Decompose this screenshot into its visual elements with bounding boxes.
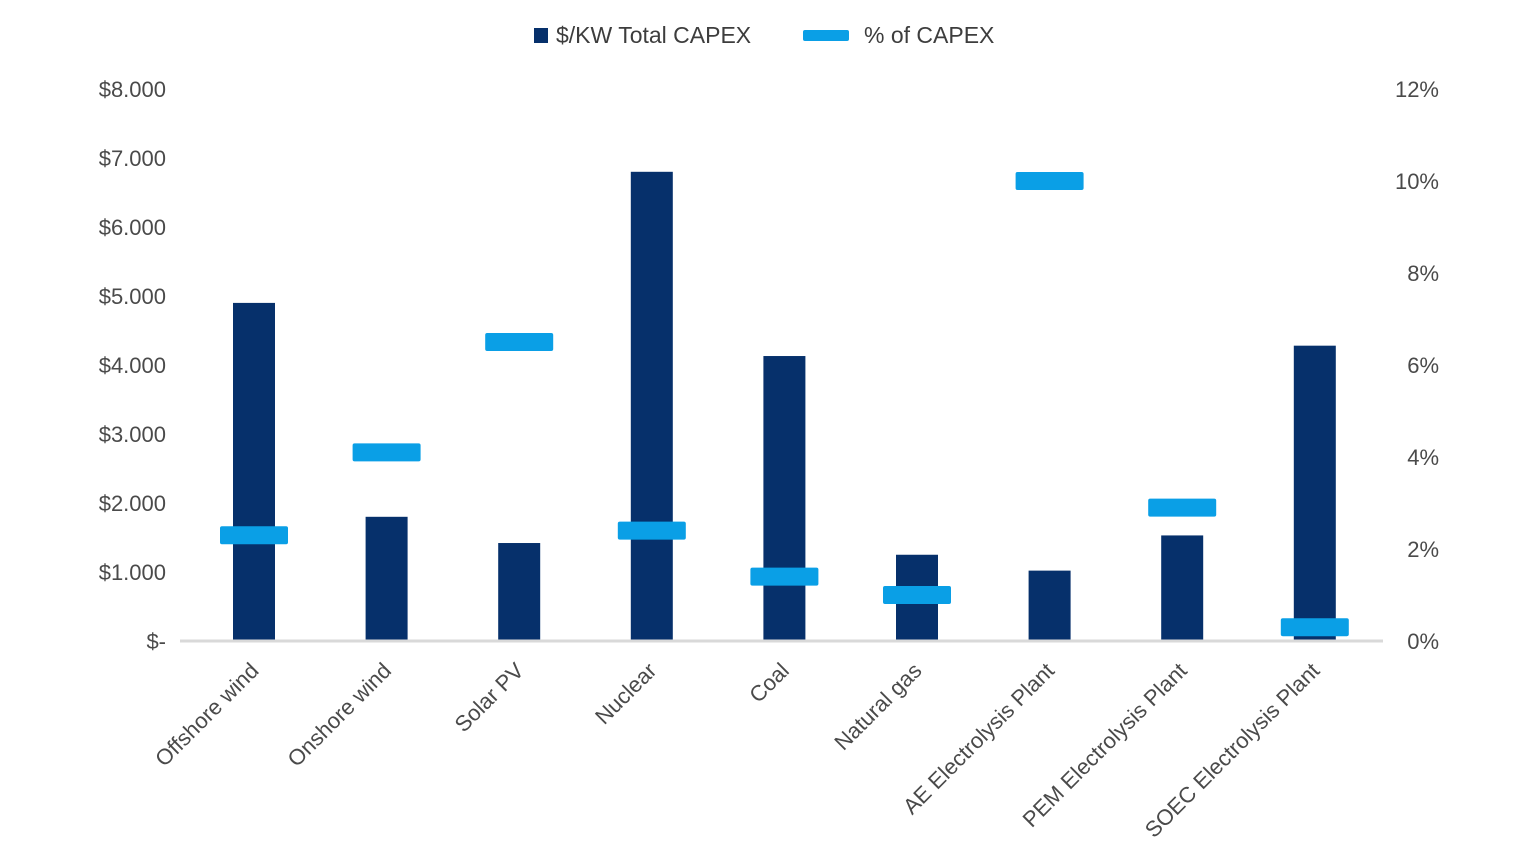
category-labels: Offshore wind Onshore wind Solar PV Nuclear… — [150, 658, 1324, 843]
category-label: Natural gas — [829, 658, 926, 755]
right-tick-label: 8% — [1407, 261, 1439, 286]
left-tick-label: $1.000 — [99, 560, 166, 585]
right-tick-label: 4% — [1407, 445, 1439, 470]
capex-bar — [763, 356, 806, 641]
capex-bar — [1161, 535, 1204, 641]
percent-marker — [750, 567, 819, 586]
left-tick-label: $4.000 — [99, 353, 166, 378]
capex-bar — [1028, 570, 1071, 641]
category-label: AE Electrolysis Plant — [898, 658, 1059, 819]
legend-swatch-capex — [534, 28, 548, 43]
left-axis: $- $1.000 $2.000 $3.000 $4.000 $5.000 $6.000 $7… — [99, 77, 166, 654]
percent-marker — [485, 333, 554, 351]
percent-marker — [617, 521, 686, 540]
capex-bar — [365, 516, 408, 641]
left-tick-label: $6.000 — [99, 215, 166, 240]
capex-bar — [233, 302, 275, 641]
category-label: Onshore wind — [282, 658, 396, 772]
percent-marker — [1015, 172, 1084, 190]
right-tick-label: 12% — [1395, 77, 1439, 102]
percent-markers — [220, 172, 1349, 637]
percent-marker — [1148, 498, 1217, 517]
legend-swatch-percent — [803, 30, 849, 41]
right-tick-label: 2% — [1407, 537, 1439, 562]
chart-legend: $/KW Total CAPEX % of CAPEX — [534, 22, 994, 48]
percent-marker — [352, 443, 421, 462]
left-tick-label: $5.000 — [99, 284, 166, 309]
capex-bar — [1293, 345, 1336, 641]
left-tick-label: $7.000 — [99, 146, 166, 171]
percent-marker — [883, 586, 951, 604]
left-tick-label: $3.000 — [99, 422, 166, 447]
capex-bars — [233, 171, 1336, 642]
legend-label-percent: % of CAPEX — [864, 22, 994, 48]
category-label: Coal — [744, 658, 794, 708]
category-label: Solar PV — [450, 658, 529, 737]
category-label: Nuclear — [590, 658, 661, 729]
percent-marker — [1280, 618, 1349, 637]
left-tick-label: $- — [146, 629, 166, 654]
percent-marker — [220, 526, 288, 545]
left-tick-label: $2.000 — [99, 491, 166, 516]
capex-bar — [630, 171, 673, 642]
right-tick-label: 0% — [1407, 629, 1439, 654]
legend-label-capex: $/KW Total CAPEX — [556, 22, 751, 48]
category-label: Offshore wind — [150, 658, 263, 771]
right-tick-label: 6% — [1407, 353, 1439, 378]
right-tick-label: 10% — [1395, 169, 1439, 194]
right-axis: 0% 2% 4% 6% 8% 10% 12% — [1395, 77, 1439, 654]
left-tick-label: $8.000 — [99, 77, 166, 102]
capex-bar — [498, 543, 541, 641]
